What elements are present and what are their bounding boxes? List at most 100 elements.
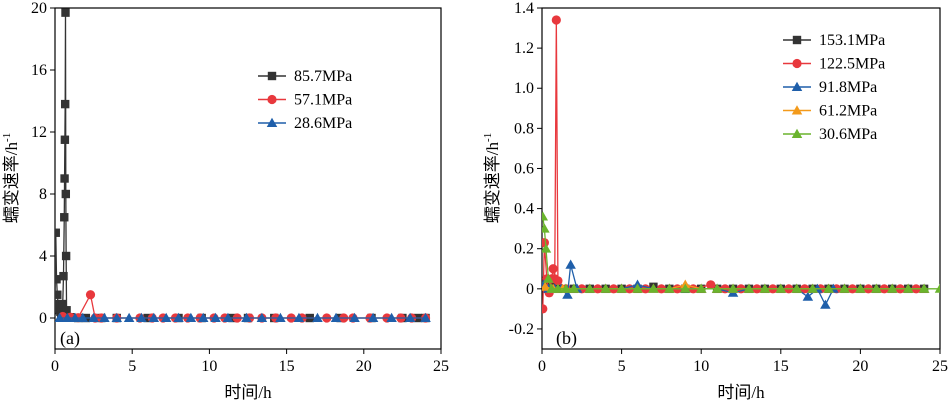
legend-marker xyxy=(791,128,803,138)
series-28.6MPa xyxy=(55,312,431,322)
x-tick-label: 0 xyxy=(538,358,546,375)
data-point xyxy=(584,283,596,293)
y-tick-label: 0 xyxy=(39,310,47,327)
x-tick-label: 15 xyxy=(279,358,295,375)
series-30.6MPa xyxy=(542,211,940,293)
data-point xyxy=(902,283,914,293)
data-point xyxy=(871,283,882,293)
data-point xyxy=(542,304,548,314)
data-point xyxy=(568,283,580,293)
data-point xyxy=(222,312,234,322)
legend-label: 61.2MPa xyxy=(819,103,877,120)
y-axis-title-a-sup: -1 xyxy=(1,133,13,142)
data-point xyxy=(648,283,659,293)
legend-marker xyxy=(791,105,803,115)
data-point xyxy=(57,306,67,315)
y-axis-title-b: 蠕变速率/h-1 xyxy=(482,133,502,223)
data-point xyxy=(562,289,573,299)
series-91.8MPa xyxy=(542,259,930,309)
data-point xyxy=(918,283,930,293)
data-point xyxy=(404,312,416,322)
data-point xyxy=(88,312,99,322)
data-point xyxy=(60,99,70,109)
data-point xyxy=(560,283,572,293)
data-point xyxy=(61,251,71,261)
data-point xyxy=(680,283,691,293)
data-point xyxy=(60,135,70,144)
y-tick-label: 16 xyxy=(31,62,47,79)
legend-label: 122.5MPa xyxy=(819,56,885,73)
data-point xyxy=(256,312,268,322)
chart-panel-b: 0 5 10 15 20 25 -0.2 0 0.2 0.4 0.6 0.8 1.0 1.2 1.4 (b)… xyxy=(482,0,948,402)
data-point xyxy=(61,8,70,17)
y-tick-label: 1.4 xyxy=(514,0,534,17)
data-point xyxy=(61,189,71,199)
legend-b: 153.1MPa 122.5MPa 91.8MPa 61.2MPa 30.6MPa xyxy=(783,32,885,143)
legend-marker xyxy=(267,71,277,81)
x-tick-label: 10 xyxy=(693,358,709,375)
data-point xyxy=(55,228,60,237)
y-tick-label: 12 xyxy=(31,124,47,141)
data-point xyxy=(136,312,147,322)
y-axis-title-a-main: 蠕变速率/h xyxy=(2,141,21,223)
data-point xyxy=(312,312,323,322)
data-point xyxy=(548,264,558,274)
y-tick-label: 8 xyxy=(39,186,47,203)
x-tick-label: 20 xyxy=(852,358,868,375)
data-point xyxy=(55,290,62,299)
data-point xyxy=(160,312,172,322)
y-tick-label: 1.2 xyxy=(514,40,534,57)
data-point xyxy=(775,283,787,293)
data-point xyxy=(886,283,898,293)
y-axis-title-b-sup: -1 xyxy=(482,133,494,142)
data-point xyxy=(386,312,397,322)
data-point xyxy=(727,283,739,293)
legend-label: 85.7MPa xyxy=(294,68,352,85)
data-point xyxy=(632,283,643,293)
x-tick-label: 5 xyxy=(128,358,136,375)
data-point xyxy=(553,276,563,286)
data-point xyxy=(62,306,71,315)
data-point xyxy=(60,213,69,222)
data-point xyxy=(58,299,67,309)
x-tick-label: 25 xyxy=(433,358,449,375)
panel-label-a: (a) xyxy=(60,328,80,349)
data-point xyxy=(706,280,716,290)
data-point xyxy=(543,273,554,283)
plot-frame-b xyxy=(541,7,941,350)
data-point xyxy=(542,223,550,233)
data-point xyxy=(839,283,850,293)
data-point xyxy=(711,283,723,293)
panel-label-b: (b) xyxy=(556,328,577,349)
legend-label: 91.8MPa xyxy=(819,79,877,96)
data-point xyxy=(743,283,755,293)
data-point xyxy=(420,312,431,322)
series-line xyxy=(542,216,940,290)
legend-label: 57.1MPa xyxy=(294,92,352,109)
legend-marker xyxy=(791,81,803,91)
legend-label: 28.6MPa xyxy=(294,115,352,132)
data-point xyxy=(802,291,814,301)
legend-marker xyxy=(792,35,802,45)
data-point xyxy=(823,283,834,293)
series-line xyxy=(55,12,426,319)
data-point xyxy=(551,15,561,25)
data-point xyxy=(85,290,96,300)
data-point xyxy=(695,283,707,293)
data-point xyxy=(148,312,160,322)
data-point xyxy=(664,283,675,293)
data-point xyxy=(60,174,69,183)
data-point xyxy=(55,312,65,322)
data-point xyxy=(173,312,184,322)
data-point xyxy=(275,312,286,322)
data-point xyxy=(59,271,68,281)
data-point xyxy=(820,299,831,309)
x-axis-title-b: 时间/h xyxy=(717,383,765,402)
data-point xyxy=(807,283,818,293)
data-point xyxy=(197,312,209,322)
x-axis-title-a: 时间/h xyxy=(224,383,272,402)
series-85.7MPa xyxy=(55,8,430,323)
data-point xyxy=(349,312,360,322)
y-axis-title-a: 蠕变速率/h-1 xyxy=(1,133,21,223)
